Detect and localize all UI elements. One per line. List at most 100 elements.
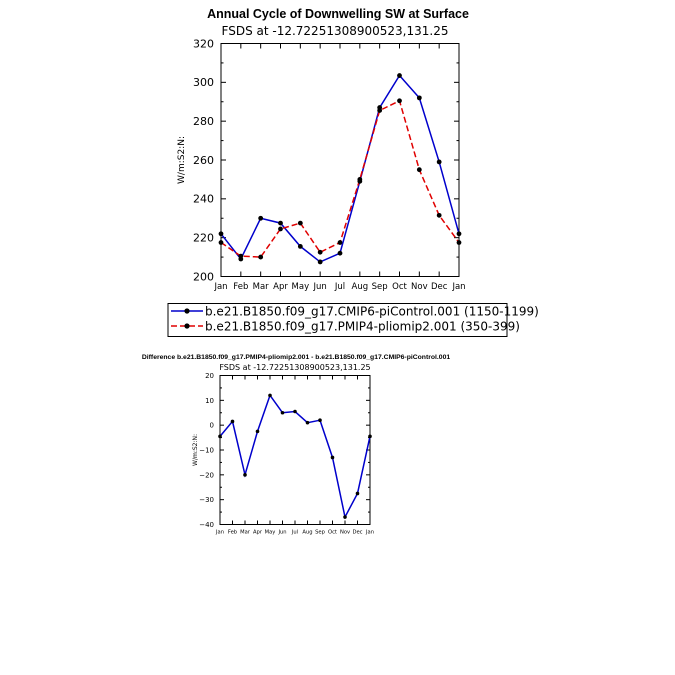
chart-2-series <box>218 393 372 520</box>
series-line-0 <box>220 74 460 263</box>
x-tick-label: Jul <box>291 530 298 536</box>
data-point-s0 <box>293 409 297 414</box>
data-point-s0 <box>280 410 285 415</box>
x-tick-label: Apr <box>273 282 288 292</box>
y-tick-label: 220 <box>193 232 214 245</box>
chart-2-title: Difference b.e21.B1850.f09_g17.PMIP4-pli… <box>142 354 450 361</box>
x-tick-label: Feb <box>228 530 238 536</box>
y-tick-label: −20 <box>199 471 214 479</box>
chart-1-x-axis: Jan Feb Mar Apr May Jun Jul Aug Sep Oct Nov Dec Jan <box>213 43 466 292</box>
x-tick-label: Sep <box>315 530 325 536</box>
data-point-s0 <box>243 473 247 477</box>
data-point-s1 <box>238 253 244 259</box>
legend-marker-piControl <box>184 308 190 314</box>
x-tick-label: Oct <box>328 530 337 536</box>
legend-label-pliomip2: b.e21.B1850.f09_g17.PMIP4-pliomip2.001 (… <box>205 320 520 334</box>
data-point-s0 <box>397 73 402 78</box>
x-tick-label: Jan <box>365 530 374 536</box>
data-point-s0 <box>278 220 283 226</box>
legend-marker-pliomip2 <box>184 323 190 329</box>
data-point-s1 <box>456 240 462 245</box>
x-tick-label: Feb <box>233 282 248 292</box>
series-line-1 <box>220 99 460 258</box>
data-point-s0 <box>416 95 422 101</box>
y-tick-label: 260 <box>193 154 214 167</box>
data-point-s1 <box>337 240 343 245</box>
x-tick-label: Nov <box>340 530 350 536</box>
y-tick-label: 10 <box>205 397 214 405</box>
data-point-s1 <box>357 177 363 182</box>
data-point-s1 <box>258 254 264 260</box>
chart-1-y-axis: 200 220 240 260 280 300 320 <box>193 37 459 283</box>
data-point-s0 <box>258 215 264 221</box>
x-tick-label: May <box>265 530 276 536</box>
data-point-s1 <box>397 98 402 104</box>
x-tick-label: Oct <box>392 282 407 292</box>
data-point-s0 <box>337 250 343 256</box>
legend-box <box>167 303 508 337</box>
x-tick-label: Sep <box>372 282 388 292</box>
y-tick-label: 280 <box>193 115 214 128</box>
data-point-s0 <box>268 393 272 398</box>
chart-1-subtitle: FSDS at -12.72251308900523,131.25 <box>222 24 449 38</box>
data-point-s0 <box>255 429 260 434</box>
y-tick-label: 200 <box>193 270 214 283</box>
y-tick-label: 20 <box>205 372 214 380</box>
data-point-s0 <box>218 434 222 439</box>
y-tick-label: 240 <box>193 193 214 206</box>
data-point-s0 <box>355 491 360 496</box>
x-tick-label: Mar <box>253 282 270 292</box>
y-tick-label: 300 <box>193 76 214 89</box>
data-point-s0 <box>305 420 310 425</box>
data-point-s0 <box>297 244 303 249</box>
data-point-s0 <box>218 231 224 237</box>
x-tick-label: Aug <box>352 282 369 292</box>
chart-2-plot-frame <box>219 375 371 525</box>
data-point-s1 <box>278 226 283 232</box>
chart-1: Annual Cycle of Downwelling SW at Surfac… <box>167 7 539 337</box>
legend-label-piControl: b.e21.B1850.f09_g17.CMIP6-piControl.001 … <box>205 305 539 319</box>
data-point-s1 <box>218 240 224 245</box>
chart-1-ylabel: W/m:S2:N: <box>177 136 187 184</box>
x-tick-label: May <box>292 282 310 292</box>
x-tick-label: Jun <box>277 530 286 536</box>
data-point-s1 <box>317 249 323 255</box>
chart-1-legend: b.e21.B1850.f09_g17.CMIP6-piControl.001 … <box>167 303 539 337</box>
y-tick-label: 320 <box>193 37 214 50</box>
y-tick-label: −10 <box>199 446 214 454</box>
data-point-s0 <box>368 434 372 439</box>
data-point-s1 <box>377 108 383 113</box>
data-point-s1 <box>436 212 442 218</box>
x-tick-label: Apr <box>253 530 263 536</box>
series-line-0 <box>219 393 371 520</box>
chart-2: Difference b.e21.B1850.f09_g17.PMIP4-pli… <box>142 354 450 536</box>
data-point-s0 <box>436 159 442 165</box>
x-tick-label: Jun <box>313 282 327 292</box>
data-point-s0 <box>318 418 322 423</box>
x-tick-label: Nov <box>411 282 428 292</box>
chart-1-series <box>218 73 462 265</box>
data-point-s0 <box>330 455 335 460</box>
chart-2-ylabel: W/m:S2:N: <box>192 434 199 466</box>
chart-2-y-axis: −40 −30 −20 −10 0 10 20 <box>199 372 370 529</box>
x-tick-label: Aug <box>302 530 312 536</box>
y-tick-label: −40 <box>199 521 214 529</box>
x-tick-label: Jan <box>215 530 224 536</box>
x-tick-label: Jul <box>334 282 345 292</box>
data-point-s0 <box>230 419 235 424</box>
y-tick-label: −30 <box>199 496 214 504</box>
data-point-s0 <box>343 515 347 519</box>
data-point-s1 <box>416 167 422 173</box>
chart-2-x-axis: Jan Feb Mar Apr May Jun Jul Aug Sep Oct Nov Dec Jan <box>215 375 374 536</box>
x-tick-label: Jan <box>213 282 227 292</box>
x-tick-label: Mar <box>240 530 251 536</box>
chart-1-title: Annual Cycle of Downwelling SW at Surfac… <box>207 7 469 21</box>
y-tick-label: 0 <box>210 422 214 430</box>
data-point-s0 <box>456 231 462 237</box>
chart-2-subtitle: FSDS at -12.72251308900523,131.25 <box>219 363 370 372</box>
x-tick-label: Jan <box>451 282 465 292</box>
data-point-s1 <box>297 220 303 226</box>
x-tick-label: Dec <box>352 530 362 536</box>
x-tick-label: Dec <box>431 282 448 292</box>
